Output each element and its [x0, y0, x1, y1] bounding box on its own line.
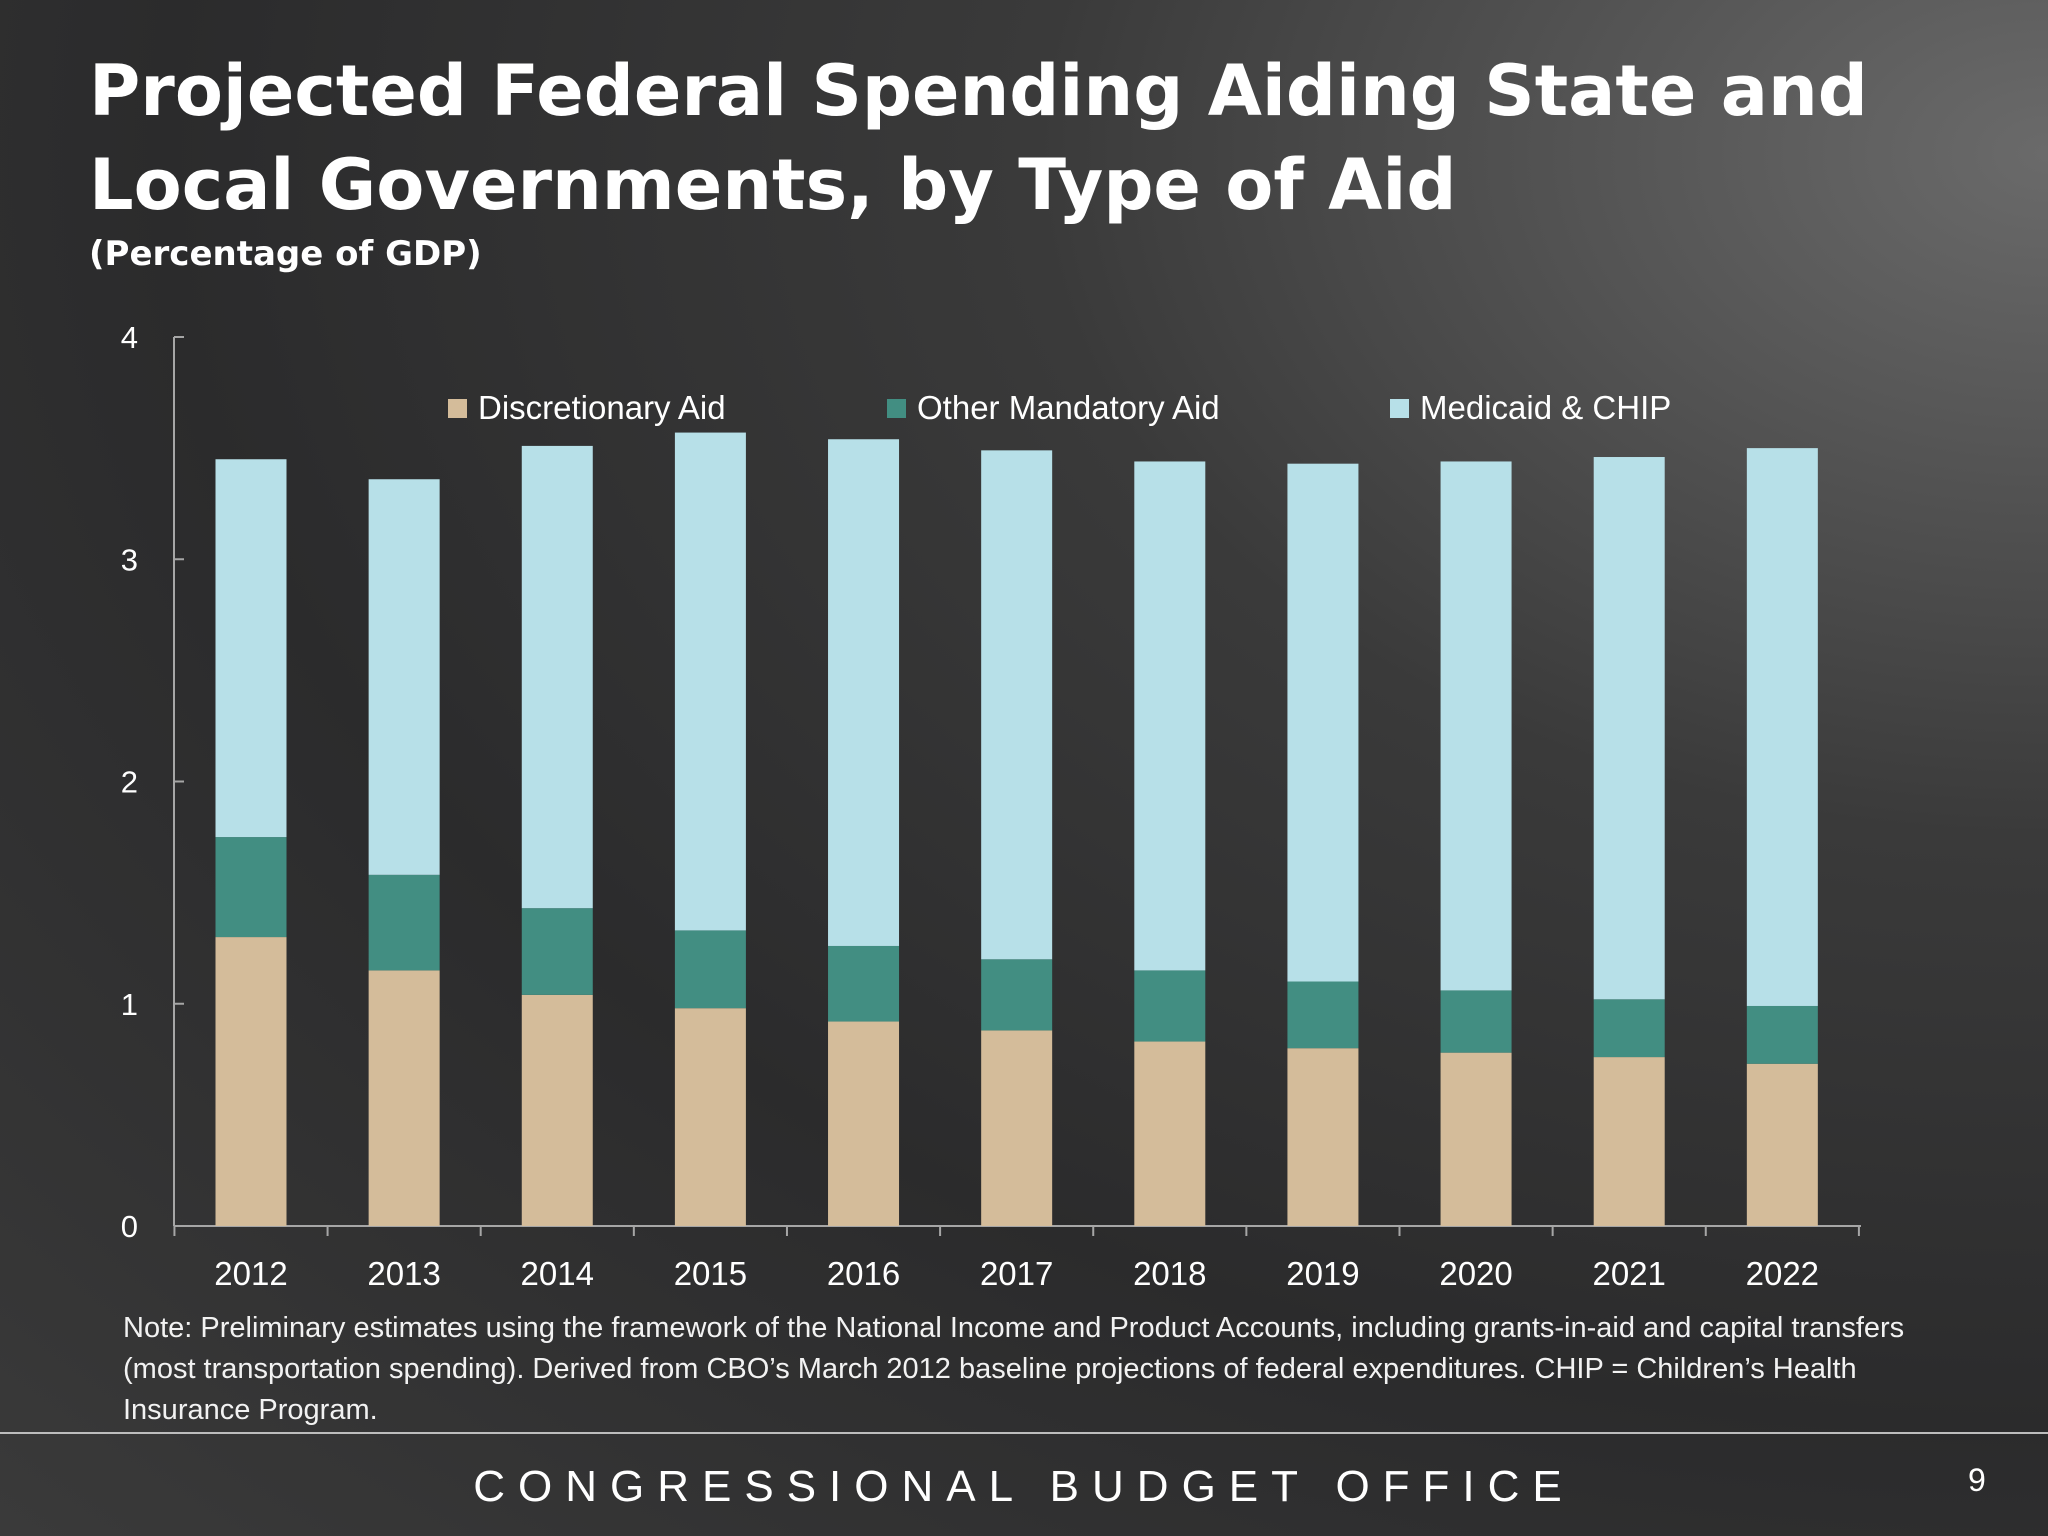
- bar-other-mandatory: [1593, 999, 1665, 1058]
- legend-label: Medicaid & CHIP: [1420, 389, 1671, 426]
- bar-medicaid-chip: [828, 439, 900, 946]
- bar-other-mandatory: [1287, 981, 1359, 1049]
- bar-discretionary: [1134, 1041, 1206, 1226]
- bar-other-mandatory: [521, 908, 593, 995]
- x-tick-label: 2017: [980, 1255, 1053, 1292]
- legend-swatch: [448, 399, 467, 418]
- bar-discretionary: [368, 970, 440, 1226]
- bar-medicaid-chip: [981, 450, 1053, 960]
- x-tick-label: 2014: [521, 1255, 594, 1292]
- y-tick-label: 0: [121, 1209, 138, 1244]
- bar-discretionary: [521, 994, 593, 1226]
- bar-medicaid-chip: [215, 459, 287, 838]
- footer-organization: CONGRESSIONAL BUDGET OFFICE: [473, 1462, 1575, 1511]
- chart-title: Projected Federal Spending Aiding State …: [89, 50, 1868, 226]
- bar-other-mandatory: [1134, 970, 1206, 1042]
- bar-other-mandatory: [674, 930, 746, 1009]
- legend-label: Discretionary Aid: [478, 389, 726, 426]
- bar-medicaid-chip: [674, 432, 746, 931]
- bar-discretionary: [1440, 1052, 1512, 1226]
- x-tick-label: 2022: [1746, 1255, 1819, 1292]
- bar-other-mandatory: [215, 837, 287, 938]
- y-tick-label: 3: [121, 542, 138, 577]
- bar-medicaid-chip: [1746, 448, 1818, 1006]
- chart-note: Note: Preliminary estimates using the fr…: [123, 1312, 1905, 1426]
- x-tick-label: 2012: [214, 1255, 287, 1292]
- bar-discretionary: [1746, 1063, 1818, 1226]
- legend-label: Other Mandatory Aid: [917, 389, 1220, 426]
- footer-divider: [0, 1432, 2048, 1434]
- x-tick-label: 2021: [1592, 1255, 1665, 1292]
- bar-medicaid-chip: [1287, 463, 1359, 982]
- stacked-bar-chart: 0 1 2 3 4 2012 2013 2014 2015 2016 2017 2018 2019 202…: [121, 320, 1861, 1292]
- page-number: 9: [1968, 1462, 1986, 1498]
- bar-discretionary: [981, 1030, 1053, 1226]
- legend-swatch: [1390, 399, 1409, 418]
- bar-discretionary: [1287, 1048, 1359, 1226]
- bar-other-mandatory: [1440, 990, 1512, 1053]
- bar-other-mandatory: [1746, 1005, 1818, 1064]
- bar-other-mandatory: [828, 945, 900, 1022]
- bar-medicaid-chip: [368, 479, 440, 875]
- y-tick-label: 2: [121, 765, 138, 800]
- bar-other-mandatory: [368, 874, 440, 971]
- bar-medicaid-chip: [1440, 461, 1512, 991]
- legend-swatch: [887, 399, 906, 418]
- x-tick-label: 2020: [1439, 1255, 1512, 1292]
- bar-medicaid-chip: [521, 445, 593, 909]
- x-tick-label: 2018: [1133, 1255, 1206, 1292]
- chart-subtitle: (Percentage of GDP): [89, 234, 482, 274]
- bar-medicaid-chip: [1593, 457, 1665, 1000]
- bar-discretionary: [215, 937, 287, 1226]
- x-tick-label: 2019: [1286, 1255, 1359, 1292]
- bar-discretionary: [828, 1021, 900, 1226]
- bar-discretionary: [1593, 1057, 1665, 1226]
- x-tick-label: 2016: [827, 1255, 900, 1292]
- bar-medicaid-chip: [1134, 461, 1206, 971]
- x-tick-label: 2015: [674, 1255, 747, 1292]
- bar-discretionary: [674, 1008, 746, 1226]
- x-tick-label: 2013: [367, 1255, 440, 1292]
- bar-other-mandatory: [981, 959, 1053, 1031]
- y-tick-label: 4: [121, 320, 138, 355]
- y-tick-label: 1: [121, 987, 138, 1022]
